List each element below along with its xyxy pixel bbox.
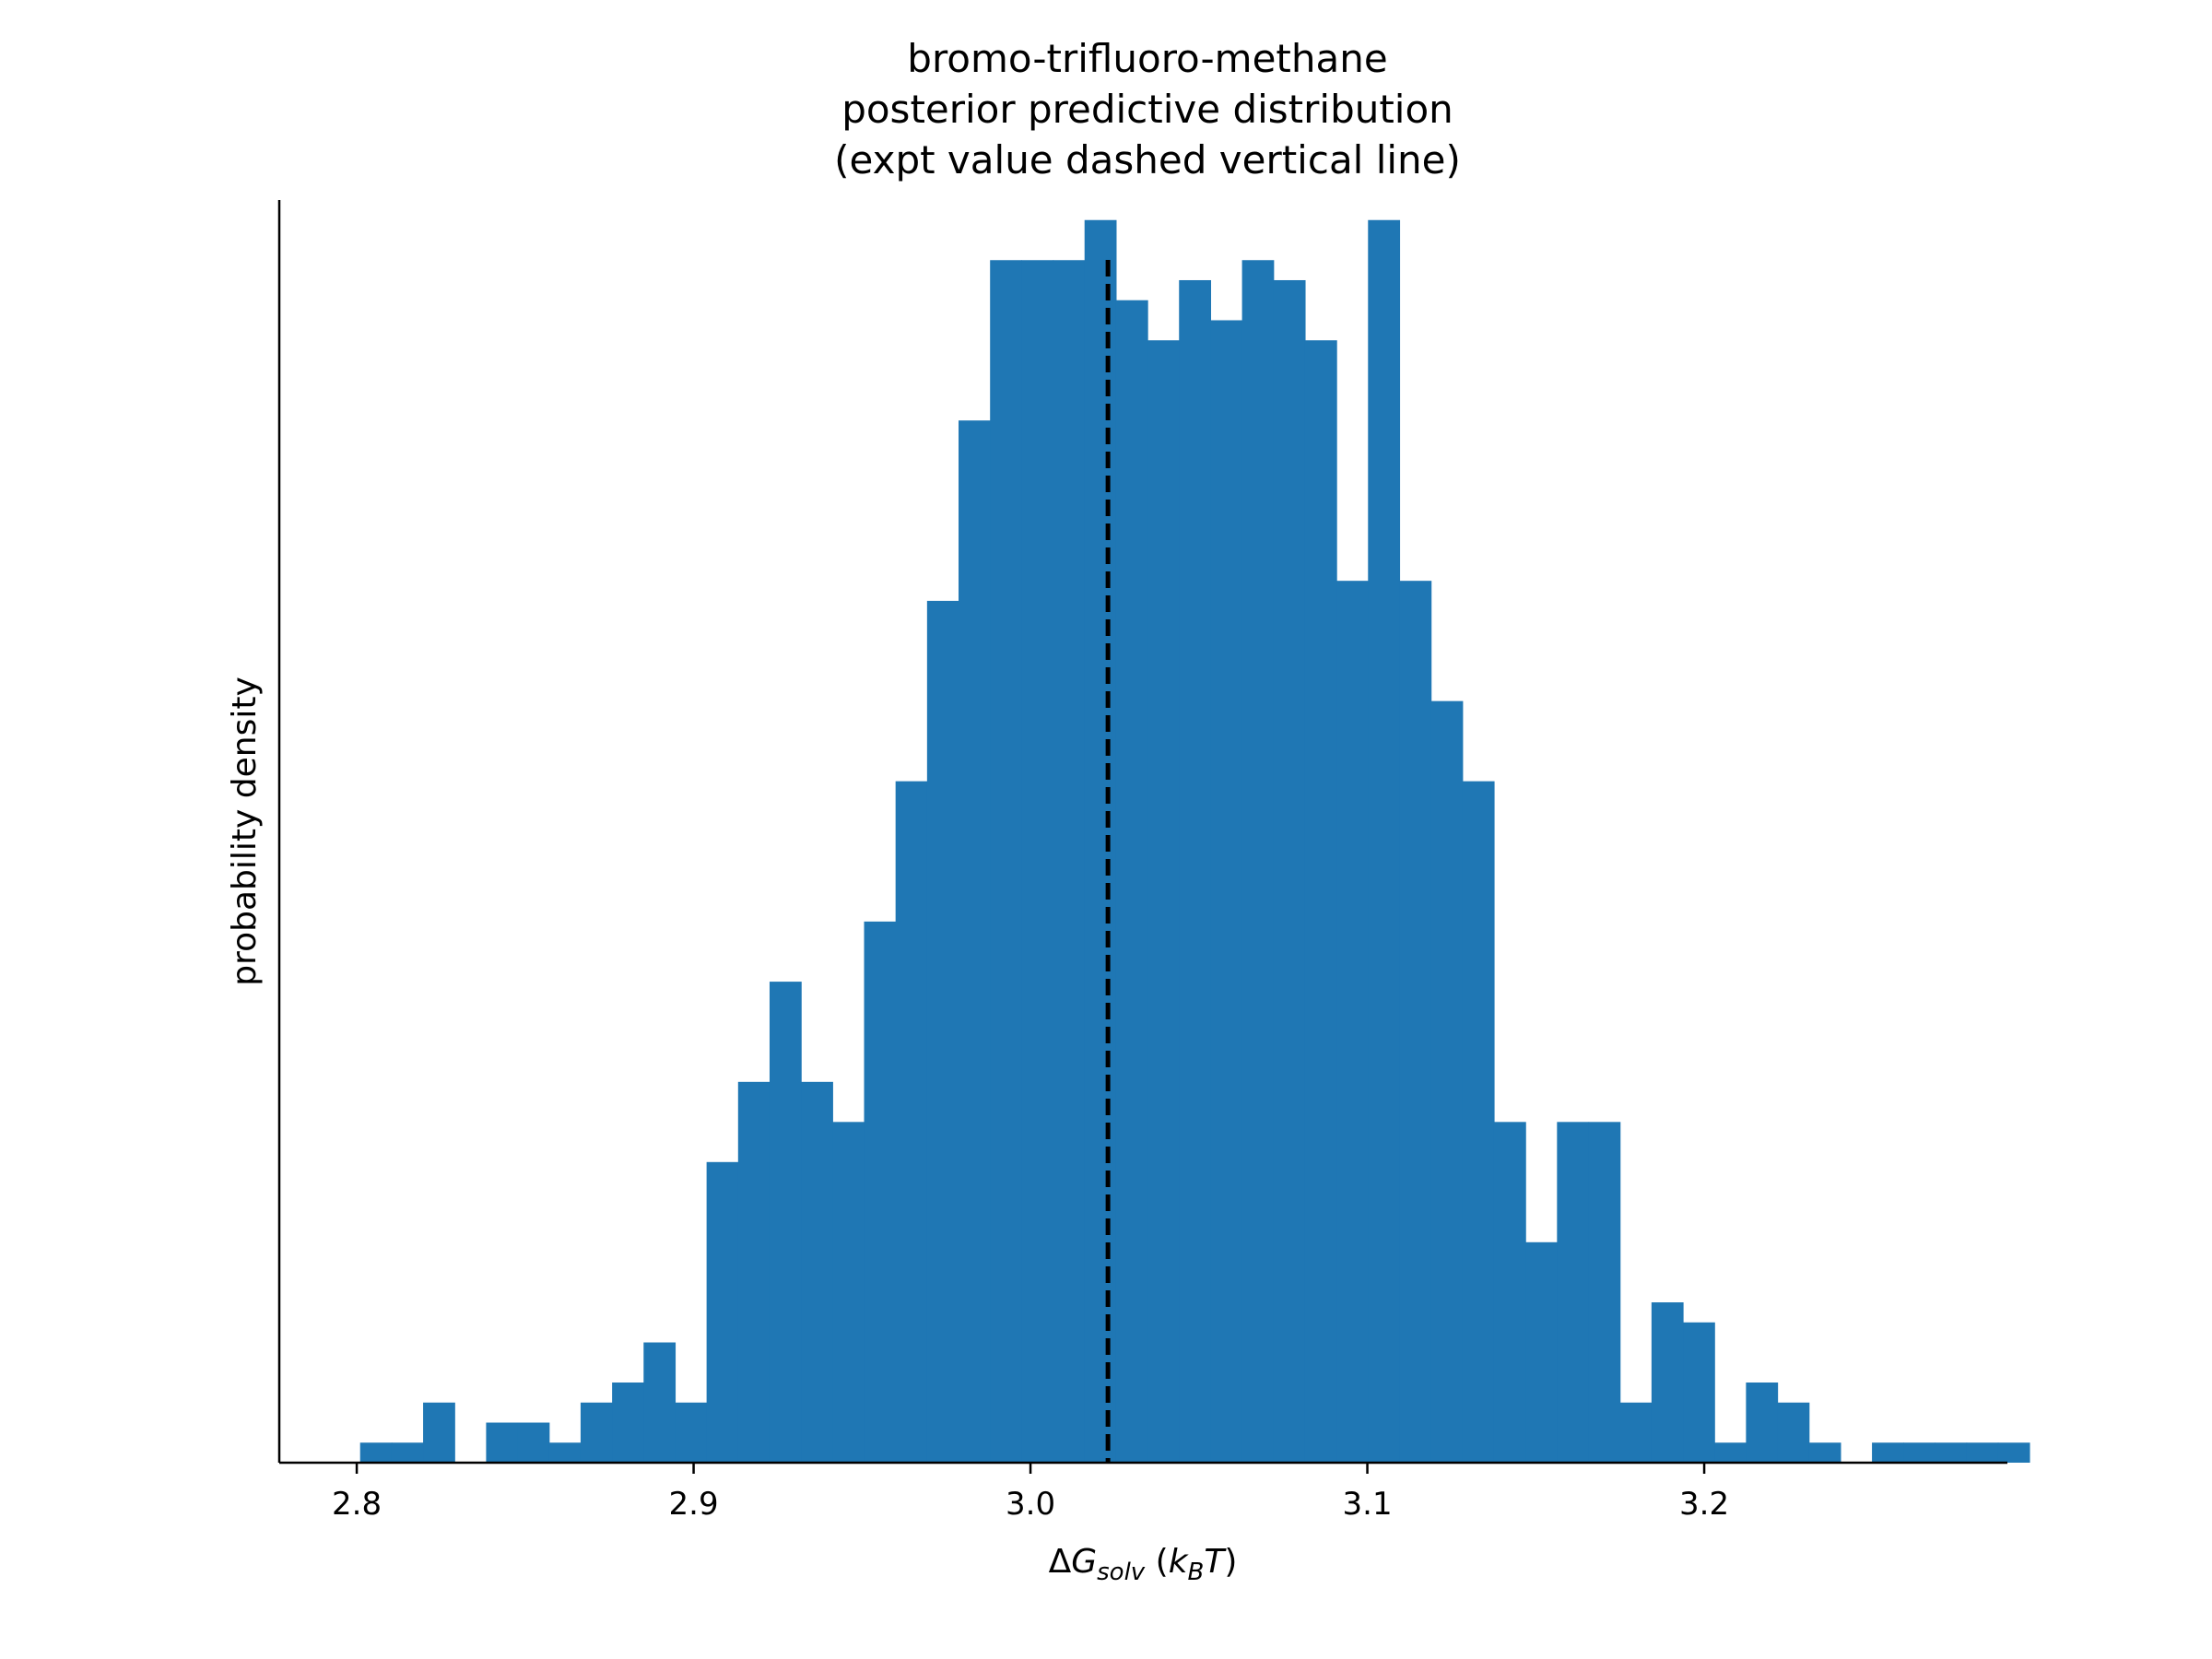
x-tick-label: 3.1	[1343, 1486, 1393, 1523]
histogram-bar	[769, 982, 802, 1463]
x-tick-label: 2.8	[332, 1486, 382, 1523]
histogram-bar	[643, 1342, 677, 1463]
histogram-bar	[1241, 260, 1275, 1464]
histogram-bar	[391, 1442, 424, 1463]
histogram-bar	[1683, 1322, 1715, 1463]
histogram-bar	[1903, 1442, 1936, 1463]
histogram-bar	[1525, 1241, 1558, 1463]
title-line-2: posterior predictive distribution	[841, 87, 1453, 132]
x-axis-label-ksub: B	[1188, 1559, 1205, 1586]
x-tick-label: 3.0	[1006, 1486, 1055, 1523]
histogram-bar	[864, 921, 897, 1463]
histogram-bar	[1273, 279, 1306, 1463]
histogram-bar	[1084, 219, 1117, 1463]
title-line-3: (expt value dashed vertical line)	[834, 137, 1461, 182]
histogram-bar	[1304, 340, 1337, 1464]
histogram-bar	[1714, 1442, 1747, 1463]
histogram-bar	[675, 1402, 708, 1463]
x-axis-label-close: )	[1224, 1543, 1237, 1581]
x-axis-label-open: (	[1145, 1543, 1169, 1581]
histogram-bar	[1147, 340, 1180, 1464]
histogram-bar	[1746, 1382, 1779, 1463]
histogram-bar	[801, 1081, 833, 1463]
title-line-1: bromo-trifluoro-methane	[907, 36, 1387, 81]
histogram-bar	[1557, 1122, 1590, 1463]
histogram-bar	[1588, 1122, 1621, 1463]
histogram-bar	[548, 1442, 582, 1463]
histogram-bar	[895, 781, 928, 1463]
histogram-bar	[990, 260, 1022, 1464]
histogram-bar	[1053, 260, 1086, 1464]
histogram-bar	[1430, 700, 1464, 1463]
histogram-bar	[1210, 320, 1243, 1463]
histogram-bar	[1651, 1302, 1684, 1463]
histogram-bar	[1368, 219, 1401, 1463]
histogram-bar	[1336, 581, 1369, 1463]
histogram-bar	[1935, 1442, 1968, 1463]
x-axis-label-t: T	[1204, 1543, 1227, 1581]
histogram-bar	[1179, 279, 1212, 1463]
histogram-bar	[959, 420, 991, 1464]
histogram-bar	[517, 1422, 550, 1463]
histogram-bar	[359, 1442, 393, 1463]
x-axis-label-sub: solv	[1097, 1559, 1146, 1586]
histogram-bar	[832, 1122, 865, 1463]
histogram-bar	[1777, 1402, 1810, 1463]
x-axis-label: ΔGsolv (kBT)	[1049, 1543, 1238, 1586]
histogram-bar	[737, 1081, 771, 1463]
histogram-bar	[1493, 1122, 1526, 1463]
histogram-bar	[706, 1161, 739, 1463]
histogram-bar	[1808, 1442, 1841, 1463]
histogram-bar	[1399, 581, 1432, 1463]
axes	[277, 200, 2007, 1465]
histogram-bar	[1619, 1402, 1653, 1463]
x-axis-label-delta: Δ	[1049, 1543, 1072, 1581]
histogram-bars	[359, 219, 2030, 1464]
histogram-bar	[486, 1422, 519, 1463]
histogram-bar	[1966, 1442, 1999, 1463]
x-axis-label-g: G	[1071, 1543, 1097, 1581]
histogram-bar	[1462, 781, 1495, 1463]
histogram-bar	[423, 1402, 455, 1463]
histogram-bar	[1997, 1442, 2030, 1463]
chart-title: bromo-trifluoro-methane posterior predic…	[834, 36, 1461, 182]
x-tick-label: 3.2	[1679, 1486, 1729, 1523]
x-axis-label-k: k	[1169, 1543, 1190, 1581]
x-tick-label: 2.9	[669, 1486, 719, 1523]
histogram-bar	[580, 1402, 613, 1463]
y-axis-label: probability density	[226, 677, 264, 986]
histogram-bar	[1021, 260, 1054, 1464]
histogram-bar	[612, 1382, 644, 1463]
histogram-bar	[1115, 300, 1148, 1463]
histogram-bar	[926, 600, 959, 1463]
x-ticks: 2.8 2.9 3.0 3.1 3.2	[332, 1463, 1729, 1523]
histogram-bar	[1872, 1442, 1904, 1463]
